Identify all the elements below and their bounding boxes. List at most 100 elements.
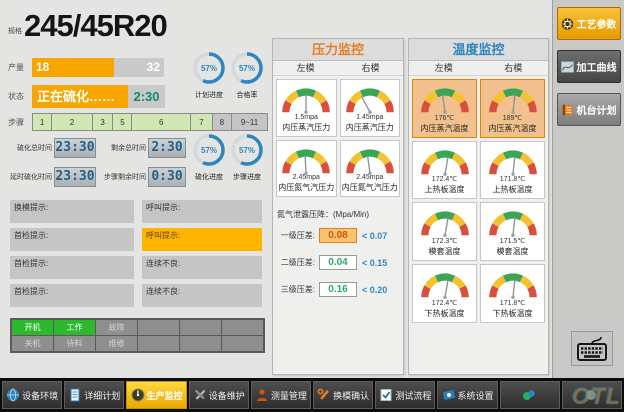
production-row: 产量 18 32 [8,58,164,77]
step-segment: 7 [191,114,213,130]
timer-value: 2:30 [148,138,186,158]
steps-row: 步骤 1 2 3 5 6 7 8 9~11 [8,113,268,131]
state-empty[interactable] [180,336,221,351]
gauge-dial [420,273,469,300]
taskbar-item-9[interactable] [499,381,560,409]
gear-icon [561,17,573,30]
leak-value-alarm: 0.08 [319,228,357,244]
taskbar-item-equipment-maintenance[interactable]: 设备维护 [188,381,249,409]
production-total: 32 [146,60,160,74]
state-empty[interactable] [222,320,263,335]
prompt-box: 连续不良: [142,284,262,307]
gauge-card-steam-pressure-right: 1.45mpa 内压蒸汽压力 [339,79,400,137]
prompt-box: 呼叫提示: [142,200,262,223]
gauge-dial [345,88,394,114]
state-empty[interactable] [222,336,263,351]
state-power-on[interactable]: 开机 [12,320,53,335]
gauge-card-lower-plate-left: 172.4℃ 下热板温度 [412,264,477,323]
steps-label: 步骤 [8,117,24,127]
state-repair[interactable]: 维修 [96,336,137,351]
leak-title: 氮气泄露压降：(Mpa/Min) [277,210,370,220]
sidebar-item-process-params[interactable]: 工艺参数 [556,7,621,40]
app-icon [522,390,535,400]
gauge-card-mold-sleeve-right: 171.5℃ 模套温度 [480,202,545,262]
taskbar: 设备环境 详细计划 生产监控 设备维护 测量管理 换模确认 测试流程 系统设置 [0,378,624,412]
person-icon [256,389,267,401]
globe-icon [7,388,20,402]
step-segment: 3 [92,114,114,130]
gauge-dial [282,88,331,114]
state-fault[interactable]: 故障 [96,320,137,335]
step-segment: 8 [212,114,232,130]
steps-strip: 1 2 3 5 6 7 8 9~11 [32,113,268,131]
step-segment: 6 [132,114,192,130]
state-working[interactable]: 工作 [54,320,95,335]
ring-cure-progress: 57% 硫化进度 [192,134,226,182]
gauge-dial [488,273,537,300]
gauge-dial [345,149,394,175]
gauge-dial [488,211,537,238]
prompt-box: 连续不良: [142,256,262,279]
check-icon [380,389,392,401]
svg-text:57%: 57% [239,64,255,73]
gauge-card-steam-pressure-left: 1.5mpa 内压蒸汽压力 [276,79,337,137]
gauge-card-nitrogen-pressure-left: 2.45mpa 内压氮气汽压力 [276,139,337,198]
gauge-card-steam-temp-left: 176℃ 内压蒸汽温度 [412,79,477,138]
gauge-icon [131,388,144,402]
timer-label: 延时硫化时间 [10,174,52,181]
leak-row-2: 二级压差: 0.04 < 0.15 [280,255,388,271]
step-segment: 5 [113,114,133,130]
state-waiting[interactable]: 待料 [54,336,95,351]
prompt-box: 首检提示: [10,228,134,251]
spec-label: 规格 [8,28,22,35]
timer-value: 23:30 [54,167,96,187]
production-current: 18 [32,58,114,77]
taskbar-item-detail-plan[interactable]: 详细计划 [64,381,125,409]
production-bar: 18 32 [32,58,164,77]
taskbar-item-system-settings[interactable]: 系统设置 [437,381,498,409]
state-empty[interactable] [180,320,221,335]
gauge-card-upper-plate-right: 171.8℃ 上热板温度 [480,140,545,200]
gauge-dial [420,88,469,114]
curve-icon [560,60,574,73]
status-row: 状态 正在硫化…… 2:30 [8,85,165,108]
pressure-panel-title: 压力监控 [273,39,403,61]
document-icon [70,388,80,402]
sidebar-item-process-curve[interactable]: 加工曲线 [556,50,621,83]
gauge-card-nitrogen-pressure-right: 2.45mpa 内压氮气汽压力 [339,139,400,198]
keyboard-icon [577,336,607,361]
gauge-dial [420,211,469,238]
status-time: 2:30 [128,85,165,108]
status-label: 状态 [8,92,24,101]
taskbar-item-device-environment[interactable]: 设备环境 [2,381,63,409]
gauge-card-mold-sleeve-left: 172.3℃ 模套温度 [412,202,477,262]
settings-icon [442,390,455,400]
production-label: 产量 [8,63,24,72]
temperature-panel-title: 温度监控 [409,39,548,61]
taskbar-item-mold-change-confirm[interactable]: 换模确认 [313,381,374,409]
leak-row-1: 一级压差: 0.08 < 0.07 [280,228,388,244]
keyboard-button[interactable] [571,331,613,366]
column-left-mold: 左模 [434,63,453,73]
state-power-off[interactable]: 关机 [12,336,53,351]
state-empty[interactable] [138,320,179,335]
sidebar-item-machine-plan[interactable]: 机台计划 [556,93,621,126]
timer-label: 硫化总时间 [17,145,52,152]
gauge-dial [282,149,331,175]
timer-label: 剩余总时间 [111,145,146,152]
state-empty[interactable] [138,336,179,351]
column-right-mold: 右模 [361,63,380,73]
taskbar-item-measurement-management[interactable]: 测量管理 [250,381,312,409]
app-icon [585,390,596,400]
column-left-mold: 左模 [296,63,315,73]
right-sidebar: 工艺参数 加工曲线 机台计划 [552,0,624,378]
step-segment: 9~11 [231,114,268,130]
prompt-box: 首检提示: [10,284,134,307]
timer-value: 0:30 [148,167,186,187]
gauge-dial [420,150,469,176]
status-text: 正在硫化…… [32,85,128,108]
pressure-panel: 压力监控 左模 右模 1.5mpa 内压蒸汽压力 1.45mpa 内压蒸汽压力 … [272,38,404,375]
taskbar-item-production-monitor[interactable]: 生产监控 [126,381,187,409]
taskbar-item-test-process[interactable]: 测试流程 [375,381,436,409]
taskbar-item-10[interactable] [561,381,623,409]
